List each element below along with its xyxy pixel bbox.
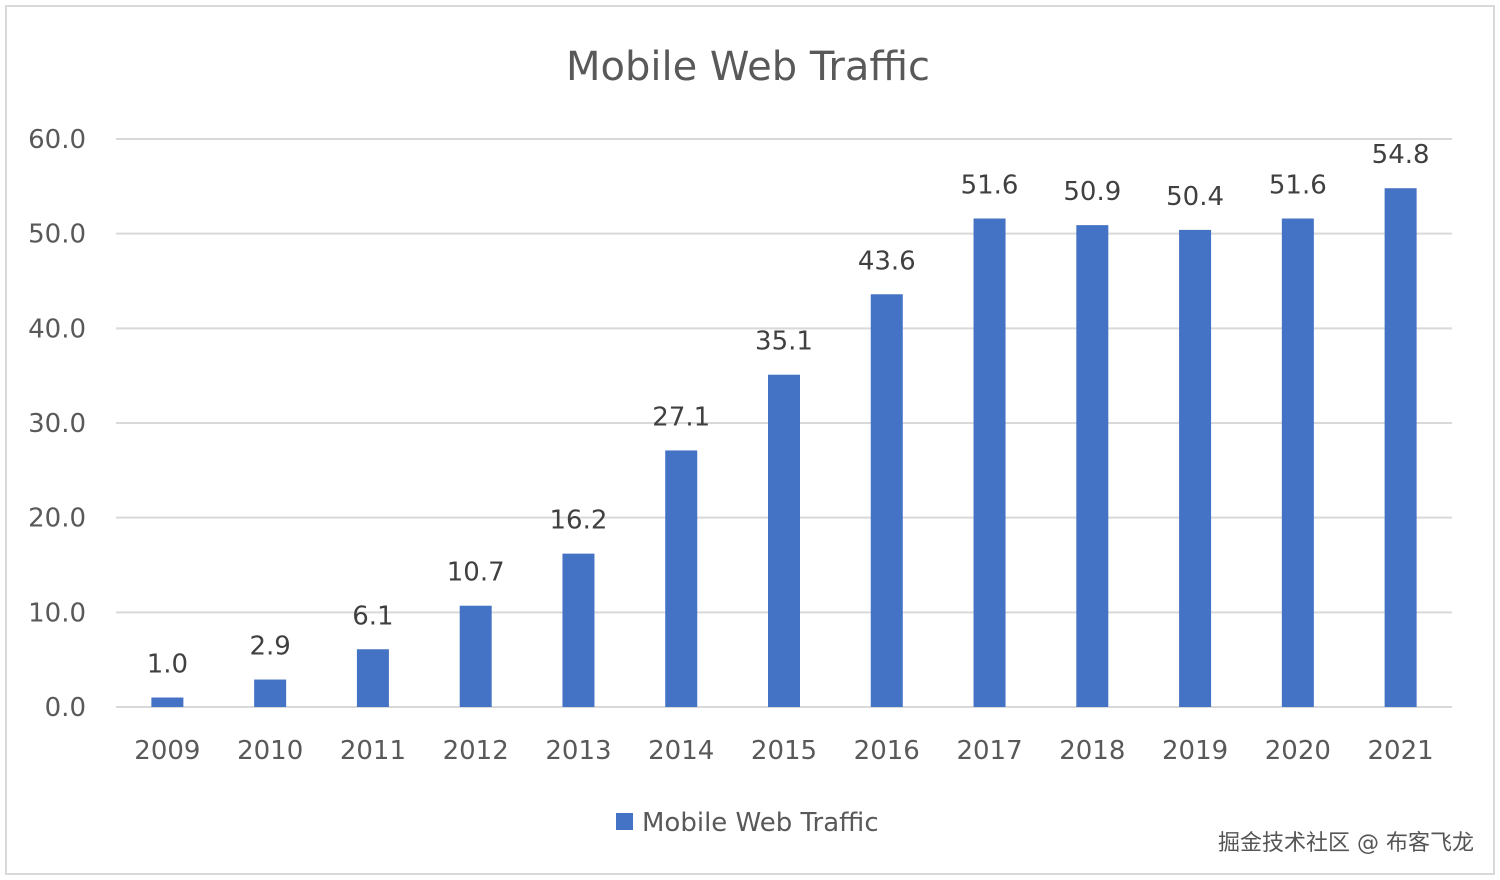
- x-tick-label-2021: 2021: [1368, 736, 1434, 766]
- x-tick-label-2020: 2020: [1265, 736, 1331, 766]
- data-label-2013: 16.2: [550, 506, 608, 536]
- data-label-2015: 35.1: [755, 327, 813, 357]
- data-label-2016: 43.6: [858, 246, 916, 276]
- bar-2016: [870, 294, 903, 707]
- data-label-2010: 2.9: [249, 632, 290, 662]
- data-label-2009: 1.0: [147, 650, 188, 680]
- data-label-2012: 10.7: [447, 558, 505, 588]
- data-label-2017: 51.6: [961, 171, 1019, 201]
- x-tick-label-2014: 2014: [648, 736, 714, 766]
- bar-2010: [254, 679, 287, 707]
- data-labels: 1.0 2.9 6.1 10.7 16.2 27.1 35.1 43.6 51.6 50.9 50.…: [147, 140, 1430, 679]
- y-tick-label: 50.0: [28, 220, 86, 250]
- bar-2021: [1384, 188, 1417, 707]
- y-tick-label: 0.0: [45, 693, 86, 723]
- data-label-2020: 51.6: [1269, 171, 1327, 201]
- gridlines: [116, 138, 1452, 708]
- bar-2017: [973, 218, 1006, 707]
- x-tick-label-2019: 2019: [1162, 736, 1228, 766]
- bar-2015: [768, 374, 800, 707]
- bar-2013: [562, 553, 595, 707]
- legend-swatch: [616, 813, 633, 830]
- x-tick-label-2013: 2013: [545, 736, 611, 766]
- data-label-2019: 50.4: [1166, 182, 1224, 212]
- y-tick-label: 20.0: [28, 504, 86, 534]
- data-label-2021: 54.8: [1372, 140, 1430, 170]
- legend: Mobile Web Traffic: [616, 808, 879, 838]
- data-label-2014: 27.1: [652, 402, 710, 432]
- y-tick-label: 40.0: [28, 314, 86, 344]
- bar-2011: [356, 649, 389, 707]
- bar-series: [151, 188, 1417, 707]
- y-tick-label: 10.0: [28, 598, 86, 628]
- bar-2019: [1179, 229, 1212, 707]
- chart-title: Mobile Web Traffic: [566, 44, 930, 90]
- x-axis-tick-labels: 2009 2010 2011 2012 2013 2014 2015 2016 2017 2018…: [134, 736, 1433, 766]
- chart-border: [5, 5, 1495, 875]
- bar-2020: [1281, 218, 1314, 707]
- bar-2009: [151, 697, 184, 707]
- legend-label: Mobile Web Traffic: [642, 808, 879, 838]
- x-tick-label-2009: 2009: [134, 736, 200, 766]
- data-label-2011: 6.1: [352, 601, 393, 631]
- data-label-2018: 50.9: [1063, 177, 1121, 207]
- x-tick-label-2010: 2010: [237, 736, 303, 766]
- x-tick-label-2018: 2018: [1059, 736, 1125, 766]
- bar-2012: [459, 605, 492, 707]
- watermark: 掘金技术社区 @ 布客飞龙: [1218, 831, 1474, 856]
- y-axis-tick-labels: 0.0 10.0 20.0 30.0 40.0 50.0 60.0: [28, 125, 86, 723]
- x-tick-label-2016: 2016: [854, 736, 920, 766]
- bar-2018: [1076, 225, 1109, 707]
- x-tick-label-2011: 2011: [340, 736, 406, 766]
- y-tick-label: 60.0: [28, 125, 86, 155]
- bar-2014: [665, 450, 698, 707]
- x-tick-label-2015: 2015: [751, 736, 817, 766]
- y-tick-label: 30.0: [28, 409, 86, 439]
- x-tick-label-2012: 2012: [443, 736, 509, 766]
- x-tick-label-2017: 2017: [956, 736, 1022, 766]
